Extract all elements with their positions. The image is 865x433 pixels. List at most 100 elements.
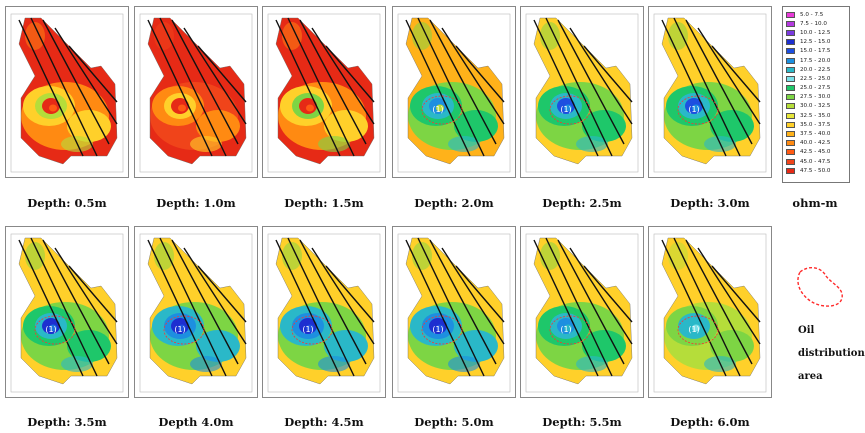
survey-line [697,27,761,125]
legend-swatch [786,11,795,18]
legend-entry: 5.0 - 7.5 [786,10,849,19]
survey-line [711,45,761,103]
legend-swatch [786,20,795,27]
survey-line [455,45,505,103]
resistivity-map: (1) [392,6,516,178]
survey-line [417,237,485,377]
legend-swatch [786,103,795,110]
survey-line [183,247,247,345]
survey-line [417,17,485,157]
survey-line [455,265,505,323]
oil-area-boundary [549,95,591,125]
survey-line [68,45,118,103]
oil-zone-marker: (1) [174,325,185,334]
oil-area-outline-icon [797,266,843,307]
resistivity-map [5,6,129,178]
oil-zone-marker: (1) [688,105,699,114]
legend-range-label: 42.5 - 45.0 [800,149,831,156]
legend-swatch [786,29,795,36]
resistivity-map: (1) [648,226,772,398]
legend-entry: 30.0 - 32.5 [786,102,849,111]
resistivity-map [262,6,386,178]
resistivity-map: (1) [520,6,644,178]
legend-swatch [786,158,795,165]
survey-line [54,247,118,345]
survey-line [405,19,471,157]
survey-line [147,19,213,157]
legend-entry: 12.5 - 15.0 [786,38,849,47]
legend-range-label: 30.0 - 32.5 [800,103,831,110]
oil-zone-marker: (1) [45,325,56,334]
survey-line [685,19,753,145]
resistivity-map [134,6,258,178]
legend-unit-label: ohm-m [792,196,838,210]
depth-caption: Depth: 5.0m [414,415,494,429]
survey-line [54,27,118,125]
survey-line [171,239,239,365]
oil-area-boundary [549,315,591,345]
depth-caption: Depth: 3.0m [670,196,750,210]
survey-line [311,27,375,125]
survey-line [159,237,227,377]
legend-swatch [786,112,795,119]
legend-range-label: 32.5 - 35.0 [800,112,831,119]
oil-zone-marker: (1) [432,105,443,114]
legend-range-label: 22.5 - 25.0 [800,75,831,82]
depth-caption: Depth: 6.0m [670,415,750,429]
survey-line [68,265,118,323]
oil-zone-marker: (1) [302,325,313,334]
oil-zone-marker: (1) [560,105,571,114]
survey-line [405,239,471,377]
survey-line [287,17,355,157]
legend-swatch [786,140,795,147]
resistivity-map: (1) [134,226,258,398]
depth-caption: Depth 4.0m [158,415,234,429]
legend-entry: 10.0 - 12.5 [786,28,849,37]
survey-line [429,239,497,365]
survey-line [287,237,355,377]
survey-line [533,239,599,377]
depth-map-panel: (1) [5,226,129,398]
oil-area-boundary [421,95,463,125]
survey-line [429,19,497,145]
survey-line [197,265,247,323]
depth-caption: Depth: 4.5m [284,415,364,429]
survey-line [673,237,741,377]
legend-swatch [786,121,795,128]
oil-zone-marker: (1) [432,325,443,334]
legend-entry: 7.5 - 10.0 [786,19,849,28]
survey-line [661,239,727,377]
survey-line [183,27,247,125]
resistivity-map: (1) [648,6,772,178]
oil-area-boundary [163,315,205,345]
depth-map-panel: (1) [520,6,644,178]
legend-entry: 35.0 - 37.5 [786,120,849,129]
legend-range-label: 17.5 - 20.0 [800,57,831,64]
legend-swatch [786,131,795,138]
survey-line [711,265,761,323]
oil-zone-marker: (1) [560,325,571,334]
survey-line [583,265,633,323]
survey-line [18,239,84,377]
resistivity-legend: 5.0 - 7.5 7.5 - 10.0 10.0 - 12.5 12.5 - 15.… [782,6,850,183]
survey-line [569,247,633,345]
survey-line [545,17,613,157]
legend-range-label: 25.0 - 27.5 [800,85,831,92]
survey-line [159,17,227,157]
survey-line [545,237,613,377]
depth-map-panel: (1) [262,226,386,398]
depth-map-panel: (1) [134,226,258,398]
legend-swatch [786,66,795,73]
survey-line [171,19,239,145]
depth-map-panel: (1) [392,6,516,178]
legend-range-label: 20.0 - 22.5 [800,66,831,73]
depth-caption: Depth: 2.5m [542,196,622,210]
oil-zone-marker: (1) [688,325,699,334]
survey-line [325,265,375,323]
survey-line [311,247,375,345]
resistivity-map: (1) [5,226,129,398]
legend-range-label: 45.0 - 47.5 [800,158,831,165]
resistivity-map: (1) [520,226,644,398]
legend-range-label: 37.5 - 40.0 [800,131,831,138]
legend-range-label: 10.0 - 12.5 [800,29,831,36]
